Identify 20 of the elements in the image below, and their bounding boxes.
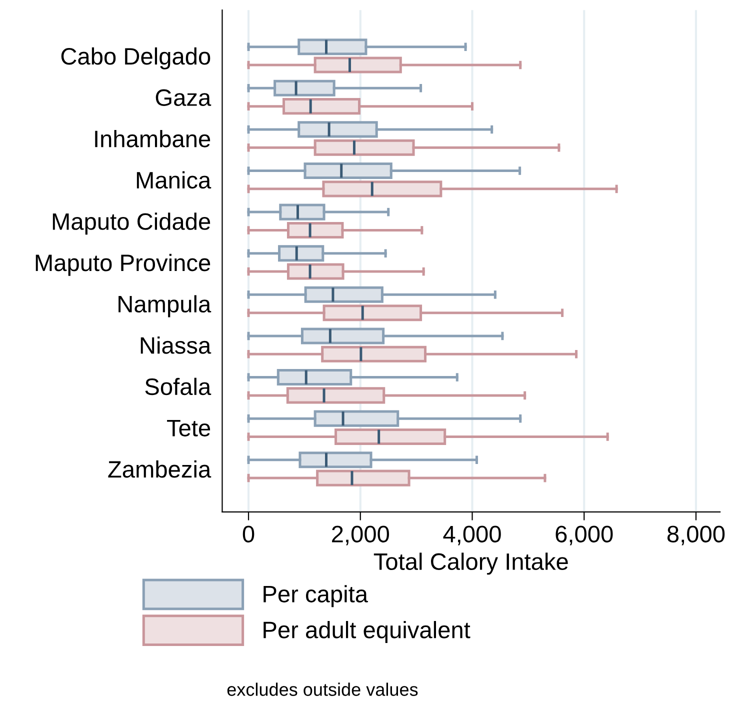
y-tick-label: Inhambane	[95, 130, 210, 148]
text: excludes outside values	[227, 682, 418, 696]
y-tick-label: Cabo Delgado	[61, 47, 210, 70]
x-tick-label: 0	[242, 526, 254, 542]
legend-label: Per capita	[264, 585, 368, 608]
y-tick-label: Niassa	[140, 336, 212, 354]
y-tick-label: Manica	[136, 171, 212, 189]
x-tick-label: 6,000	[556, 526, 613, 546]
y-tick-label: Nampula	[118, 295, 212, 318]
x-tick-label: 8,000	[667, 526, 725, 546]
legend-label: Per adult equivalent	[264, 621, 470, 644]
y-tick-label: Maputo Province	[36, 254, 210, 276]
y-tick-label: Gaza	[156, 89, 212, 106]
y-tick-label: Tete	[167, 420, 210, 436]
y-tick-label: Zambezia	[108, 460, 212, 478]
x-tick-label: 4,000	[443, 526, 501, 546]
y-tick-label: Maputo Cidade	[52, 212, 210, 235]
x-axis-title: Total Calory Intake	[374, 552, 568, 575]
x-tick-label: 2,000	[332, 526, 390, 546]
y-tick-label: Sofala	[145, 378, 212, 396]
